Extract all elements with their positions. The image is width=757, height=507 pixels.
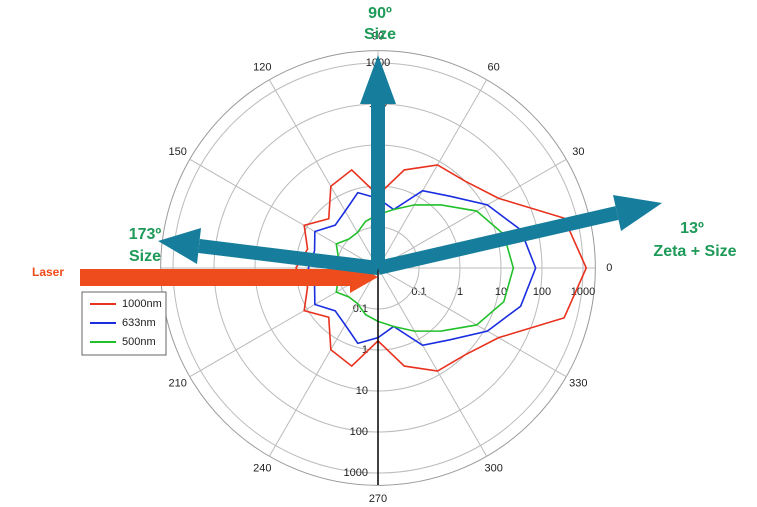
arrow	[198, 239, 379, 275]
r-tick-label: 10	[356, 385, 368, 397]
annotation: Size	[129, 248, 161, 265]
angle-label: 150	[168, 146, 186, 158]
spoke	[189, 267, 379, 378]
spoke	[377, 79, 488, 269]
annotation: Size	[364, 26, 396, 43]
legend-label: 1000nm	[122, 298, 162, 310]
annotation: 13º	[680, 220, 704, 237]
annotation: Zeta + Size	[653, 243, 736, 260]
spoke	[268, 267, 379, 457]
arrow-head	[360, 55, 396, 104]
angle-label: 330	[569, 378, 587, 390]
laser-arrow	[80, 269, 352, 286]
spoke	[377, 267, 488, 457]
annotation: Laser	[32, 265, 64, 279]
legend-label: 633nm	[122, 317, 156, 329]
spoke	[377, 158, 567, 269]
spoke	[268, 79, 379, 269]
series-line	[307, 189, 537, 347]
angle-label: 270	[369, 493, 387, 505]
r-tick-label: 100	[350, 426, 368, 438]
legend: 1000nm 633nm 500nm	[90, 298, 162, 348]
angle-label: 240	[253, 462, 271, 474]
arrow	[376, 206, 619, 275]
r-tick-label: 1000	[344, 467, 368, 479]
arrow-head	[158, 228, 201, 264]
annotation: 173º	[129, 226, 162, 243]
angle-label: 210	[168, 378, 186, 390]
r-tick-label: 10	[495, 286, 507, 298]
angle-label: 120	[253, 62, 271, 74]
angle-label: 300	[484, 462, 502, 474]
annotation: 90º	[368, 5, 392, 22]
angle-label: 60	[488, 62, 500, 74]
angle-label: 90	[372, 31, 384, 43]
r-tick-label: 100	[533, 286, 551, 298]
arrow-head	[613, 195, 662, 231]
series-line	[295, 164, 588, 372]
r-tick-label: 1	[457, 286, 463, 298]
spoke	[377, 267, 567, 378]
r-tick-label: 0.1	[353, 303, 368, 315]
angle-label: 30	[572, 146, 584, 158]
legend-label: 500nm	[122, 336, 156, 348]
angle-label: 0	[606, 262, 612, 274]
r-tick-label: 1	[362, 344, 368, 356]
spoke	[189, 158, 379, 269]
